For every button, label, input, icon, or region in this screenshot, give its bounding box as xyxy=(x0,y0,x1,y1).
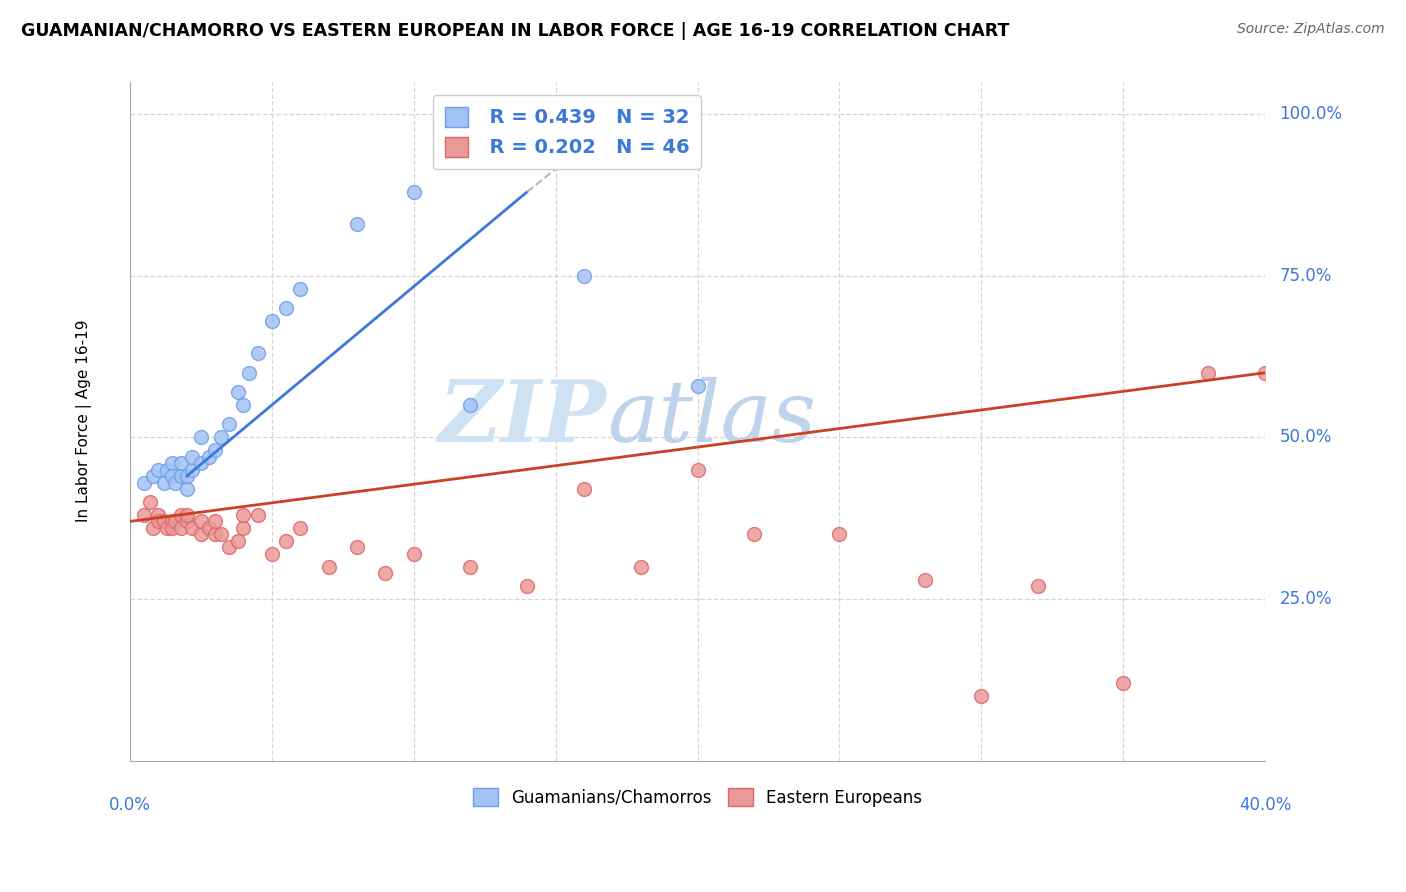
Point xyxy=(132,475,155,490)
Point xyxy=(218,541,240,555)
Point xyxy=(318,559,340,574)
Point xyxy=(1112,676,1135,690)
Text: atlas: atlas xyxy=(606,376,815,459)
Point xyxy=(246,508,269,522)
Point xyxy=(686,463,709,477)
Point xyxy=(402,547,425,561)
Point xyxy=(190,456,212,470)
Point xyxy=(460,398,482,412)
Point xyxy=(232,398,254,412)
Point xyxy=(170,469,193,483)
Text: 0.0%: 0.0% xyxy=(108,797,150,814)
Point xyxy=(181,463,204,477)
Point xyxy=(165,475,187,490)
Point xyxy=(630,559,652,574)
Point xyxy=(170,508,193,522)
Point xyxy=(1197,366,1219,380)
Point xyxy=(209,430,232,444)
Point xyxy=(260,314,283,328)
Point xyxy=(238,366,260,380)
Point xyxy=(402,185,425,199)
Point xyxy=(274,533,297,548)
Point xyxy=(198,450,221,464)
Text: 100.0%: 100.0% xyxy=(1279,105,1343,123)
Point xyxy=(828,527,851,541)
Point xyxy=(232,508,254,522)
Text: 50.0%: 50.0% xyxy=(1279,428,1331,446)
Point xyxy=(176,508,198,522)
Point xyxy=(742,527,765,541)
Text: 40.0%: 40.0% xyxy=(1239,797,1291,814)
Point xyxy=(148,463,170,477)
Point xyxy=(288,521,311,535)
Text: Source: ZipAtlas.com: Source: ZipAtlas.com xyxy=(1237,22,1385,37)
Point xyxy=(190,527,212,541)
Point xyxy=(346,541,368,555)
Point xyxy=(162,469,184,483)
Point xyxy=(162,456,184,470)
Point xyxy=(142,469,165,483)
Point xyxy=(374,566,396,581)
Point xyxy=(176,469,198,483)
Point xyxy=(274,301,297,315)
Point xyxy=(138,495,160,509)
Point xyxy=(176,515,198,529)
Text: GUAMANIAN/CHAMORRO VS EASTERN EUROPEAN IN LABOR FORCE | AGE 16-19 CORRELATION CH: GUAMANIAN/CHAMORRO VS EASTERN EUROPEAN I… xyxy=(21,22,1010,40)
Text: 25.0%: 25.0% xyxy=(1279,590,1331,608)
Point xyxy=(572,268,595,283)
Point xyxy=(176,482,198,496)
Point xyxy=(170,456,193,470)
Point xyxy=(153,475,176,490)
Point xyxy=(226,533,249,548)
Point xyxy=(165,515,187,529)
Point xyxy=(142,521,165,535)
Point xyxy=(209,527,232,541)
Text: 75.0%: 75.0% xyxy=(1279,267,1331,285)
Point xyxy=(204,527,226,541)
Point xyxy=(1026,579,1049,593)
Point xyxy=(181,521,204,535)
Point xyxy=(232,521,254,535)
Point xyxy=(226,385,249,400)
Point xyxy=(204,443,226,458)
Point xyxy=(181,450,204,464)
Point xyxy=(162,515,184,529)
Point xyxy=(516,579,538,593)
Point xyxy=(162,521,184,535)
Point xyxy=(914,573,936,587)
Point xyxy=(170,521,193,535)
Point xyxy=(204,515,226,529)
Point xyxy=(156,463,179,477)
Point xyxy=(346,217,368,231)
Point xyxy=(218,417,240,432)
Point xyxy=(572,482,595,496)
Point xyxy=(288,282,311,296)
Point xyxy=(190,515,212,529)
Point xyxy=(686,378,709,392)
Point xyxy=(1254,366,1277,380)
Point xyxy=(460,559,482,574)
Point xyxy=(156,521,179,535)
Point xyxy=(148,508,170,522)
Point xyxy=(260,547,283,561)
Point xyxy=(198,521,221,535)
Point xyxy=(132,508,155,522)
Point xyxy=(148,515,170,529)
Text: In Labor Force | Age 16-19: In Labor Force | Age 16-19 xyxy=(76,320,93,523)
Point xyxy=(190,430,212,444)
Point xyxy=(970,689,993,703)
Point xyxy=(153,515,176,529)
Text: ZIP: ZIP xyxy=(439,376,606,459)
Legend: Guamanians/Chamorros, Eastern Europeans: Guamanians/Chamorros, Eastern Europeans xyxy=(465,781,929,814)
Point xyxy=(246,346,269,360)
